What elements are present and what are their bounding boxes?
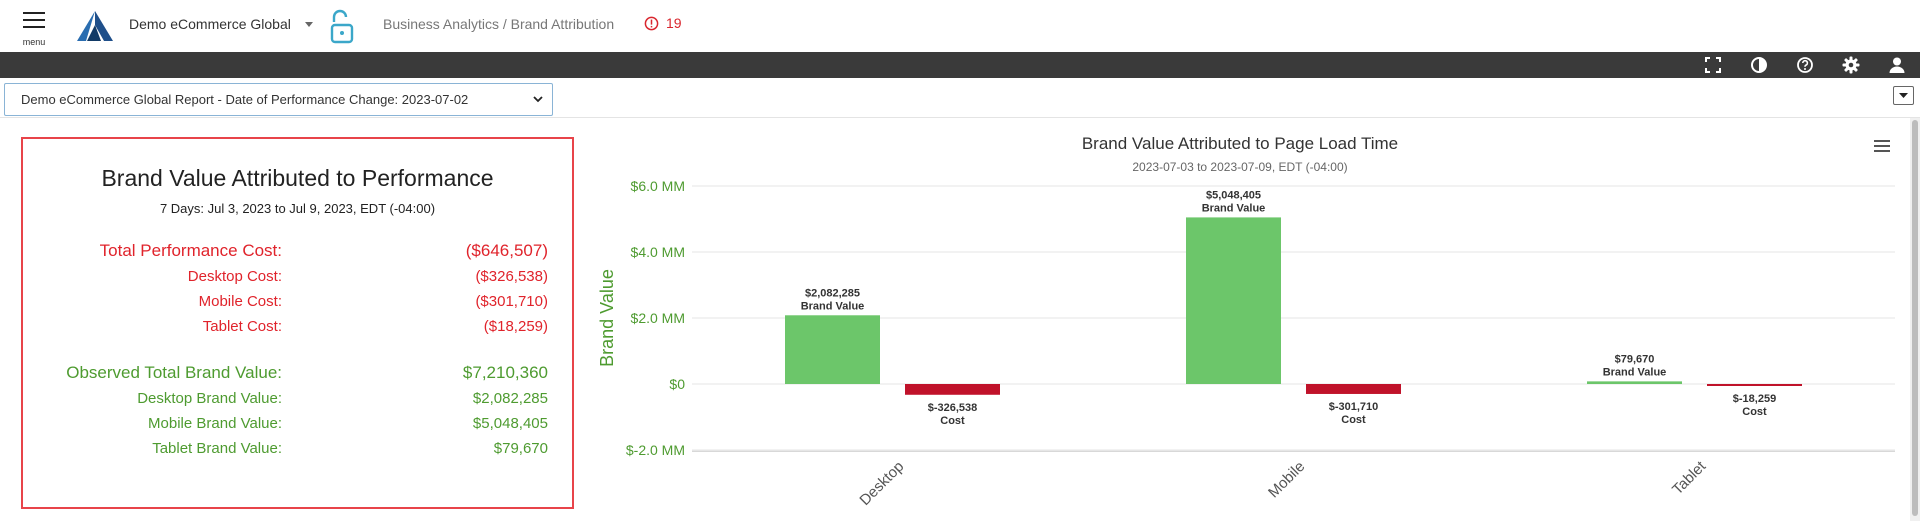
user-icon[interactable] — [1888, 56, 1906, 74]
data-label-series: Cost — [1341, 414, 1366, 426]
tablet-brand-value-label: Tablet Brand Value: — [152, 440, 282, 457]
alerts-button[interactable]: 19 — [644, 15, 682, 31]
data-label-value: $-18,259 — [1733, 393, 1776, 405]
vertical-scrollbar[interactable] — [1910, 118, 1920, 521]
cost-bar — [1707, 384, 1802, 386]
tablet-cost-row: Tablet Cost: ($18,259) — [23, 318, 572, 338]
desktop-brand-value-label: Desktop Brand Value: — [137, 390, 282, 407]
tablet-cost-label: Tablet Cost: — [202, 318, 282, 335]
total-brand-value-label: Observed Total Brand Value: — [66, 363, 282, 382]
brand-value-bar — [1186, 217, 1281, 384]
data-label-series: Cost — [1742, 406, 1767, 418]
desktop-brand-value-row: Desktop Brand Value: $2,082,285 — [23, 390, 572, 410]
data-label-series: Brand Value — [1603, 366, 1667, 378]
brand-logo-icon[interactable] — [77, 11, 114, 46]
alert-count: 19 — [666, 15, 682, 31]
y-tick-label: $4.0 MM — [631, 244, 685, 260]
menu-icon-line — [23, 19, 45, 21]
hamburger-menu-button[interactable]: menu — [20, 10, 48, 48]
top-header: menu Demo eCommerce Global Business Anal… — [0, 0, 1920, 52]
chart-title: Brand Value Attributed to Page Load Time — [1082, 134, 1398, 153]
chevron-down-icon — [1899, 93, 1908, 98]
x-tick-label: Desktop — [856, 458, 907, 509]
data-label-value: $2,082,285 — [805, 287, 860, 299]
performance-summary-panel: Brand Value Attributed to Performance 7 … — [21, 137, 574, 509]
chevron-down-icon[interactable] — [305, 22, 313, 27]
scrollbar-thumb[interactable] — [1912, 120, 1918, 516]
collapse-toggle-button[interactable] — [1893, 86, 1914, 105]
tablet-brand-value-value: $79,670 — [493, 440, 548, 457]
y-tick-label: $6.0 MM — [631, 178, 685, 194]
gear-icon[interactable] — [1842, 56, 1860, 74]
report-selector-row: Demo eCommerce Global Report - Date of P… — [0, 78, 1920, 118]
total-cost-row: Total Performance Cost: ($646,507) — [23, 241, 572, 261]
y-axis-label: Brand Value — [597, 269, 617, 367]
data-label-value: $79,670 — [1615, 353, 1655, 365]
mobile-brand-value-value: $5,048,405 — [472, 415, 548, 432]
desktop-cost-row: Desktop Cost: ($326,538) — [23, 268, 572, 288]
total-brand-value-row: Observed Total Brand Value: $7,210,360 — [23, 363, 572, 383]
desktop-cost-label: Desktop Cost: — [187, 268, 282, 285]
data-label-value: $5,048,405 — [1206, 189, 1261, 201]
mobile-brand-value-row: Mobile Brand Value: $5,048,405 — [23, 415, 572, 435]
mobile-cost-row: Mobile Cost: ($301,710) — [23, 293, 572, 313]
total-cost-label: Total Performance Cost: — [99, 241, 282, 260]
data-label-value: $-301,710 — [1329, 401, 1379, 413]
menu-icon-line — [23, 26, 45, 28]
report-select[interactable]: Demo eCommerce Global Report - Date of P… — [4, 83, 553, 116]
cost-bar — [905, 384, 1000, 395]
summary-date-range: 7 Days: Jul 3, 2023 to Jul 9, 2023, EDT … — [159, 201, 436, 216]
brand-value-chart: Brand Value Attributed to Page Load Time… — [597, 134, 1895, 509]
chevron-down-icon — [533, 96, 543, 103]
data-label-series: Brand Value — [1202, 202, 1266, 214]
total-cost-value: ($646,507) — [465, 241, 548, 260]
data-label-value: $-326,538 — [928, 402, 978, 414]
menu-label: menu — [22, 37, 46, 47]
chart-subtitle: 2023-07-03 to 2023-07-09, EDT (-04:00) — [1132, 160, 1347, 174]
report-select-value: Demo eCommerce Global Report - Date of P… — [21, 92, 469, 107]
tablet-brand-value-row: Tablet Brand Value: $79,670 — [23, 440, 572, 460]
mobile-brand-value-label: Mobile Brand Value: — [148, 415, 282, 432]
site-selector[interactable]: Demo eCommerce Global — [129, 16, 291, 32]
contrast-icon[interactable] — [1750, 56, 1768, 74]
total-brand-value-value: $7,210,360 — [462, 363, 548, 382]
mobile-cost-label: Mobile Cost: — [198, 293, 282, 310]
fullscreen-icon[interactable] — [1704, 56, 1722, 74]
cost-bar — [1306, 384, 1401, 394]
mobile-cost-value: ($301,710) — [475, 293, 548, 310]
desktop-brand-value-value: $2,082,285 — [472, 390, 548, 407]
help-icon[interactable] — [1796, 56, 1814, 74]
x-tick-label: Tablet — [1669, 457, 1710, 498]
desktop-cost-value: ($326,538) — [475, 268, 548, 285]
brand-value-bar — [785, 315, 880, 384]
y-tick-label: $2.0 MM — [631, 310, 685, 326]
summary-title: Brand Value Attributed to Performance — [101, 165, 494, 191]
y-tick-label: $0 — [669, 376, 685, 392]
breadcrumb: Business Analytics / Brand Attribution — [383, 16, 615, 32]
toolbar — [0, 52, 1920, 78]
alert-circle-icon — [644, 16, 659, 30]
chart-options-menu-icon[interactable] — [1872, 137, 1894, 155]
data-label-series: Brand Value — [801, 300, 865, 312]
x-tick-label: Mobile — [1265, 458, 1308, 501]
tablet-cost-value: ($18,259) — [483, 318, 548, 335]
y-tick-label: $-2.0 MM — [626, 442, 685, 458]
brand-value-bar — [1587, 381, 1682, 384]
data-label-series: Cost — [940, 415, 965, 427]
unlock-icon[interactable] — [329, 8, 355, 49]
menu-icon-line — [23, 12, 45, 14]
